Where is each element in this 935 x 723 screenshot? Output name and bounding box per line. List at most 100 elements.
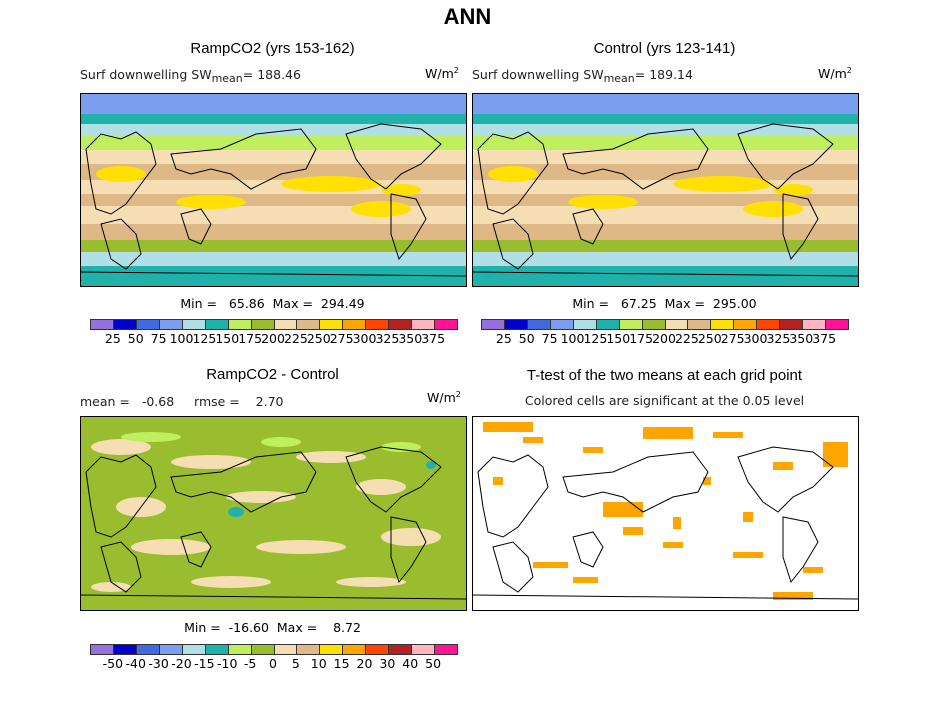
field-band: [473, 150, 858, 164]
colorbar-tick-label: 100: [560, 331, 585, 346]
colorbar-tick-label: 10: [310, 656, 327, 671]
colorbar-tick-label: 300: [352, 331, 377, 346]
significant-cell: [703, 477, 711, 485]
colorbar-box-4: [182, 645, 206, 654]
colorbar-box-13: [389, 645, 413, 654]
colorbar-tick-label: 200: [652, 331, 676, 346]
field-band: [473, 240, 858, 252]
field-band: [473, 224, 858, 240]
colorbar-box-2: [136, 320, 160, 329]
colorbar-tick-label: 25: [495, 331, 512, 346]
field-band: [81, 266, 466, 286]
control-panel-title: Control (yrs 123-141): [593, 40, 736, 57]
colorbar-box-8: [274, 320, 298, 329]
colorbar-tick-label: -15: [194, 656, 215, 671]
colorbar-box-8: [665, 320, 689, 329]
control-colorbar-labels: 25 50 75 100 125 150 175 200 225 250 275 300 325 350 3…: [481, 331, 849, 346]
control-minmax: Min = 67.25 Max = 295.00: [572, 296, 757, 311]
colorbar-box-7: [251, 320, 275, 329]
colorbar-tick-label: 20: [356, 656, 373, 671]
colorbar-box-12: [366, 320, 390, 329]
rampco2-colorbar: [90, 319, 458, 330]
significant-cell: [823, 442, 848, 467]
significant-cell: [603, 502, 643, 517]
field-patch: [773, 184, 813, 196]
field-patch: [121, 432, 181, 442]
field-band: [81, 94, 466, 114]
colorbar-tick-label: 50: [425, 656, 442, 671]
colorbar-box-7: [251, 645, 275, 654]
significant-cell: [773, 462, 793, 470]
ttest-subtitle: Colored cells are significant at the 0.0…: [524, 393, 805, 408]
colorbar-tick-label: 250: [306, 331, 331, 346]
colorbar-tick-label: 300: [743, 331, 768, 346]
colorbar-tick-label: 5: [291, 656, 300, 671]
rampco2-variable-label: Surf downwelling SWmean= 188.46: [80, 67, 301, 85]
colorbar-box-5: [205, 320, 229, 329]
colorbar-box-8: [274, 645, 298, 654]
colorbar-box-15: [435, 320, 457, 329]
colorbar-tick-label: 0: [269, 656, 277, 671]
rampco2-units: W/m2: [425, 66, 459, 81]
colorbar-tick-label: 25: [104, 331, 121, 346]
rampco2-minmax: Min = 65.86 Max = 294.49: [180, 296, 365, 311]
field-band: [81, 252, 466, 266]
significant-cell: [483, 422, 533, 432]
colorbar-box-1: [113, 645, 137, 654]
field-patch: [171, 455, 251, 469]
colorbar-box-6: [619, 320, 643, 329]
field-patch: [356, 479, 406, 495]
coastlines: [473, 123, 858, 277]
significant-cell: [643, 427, 693, 439]
field-patch: [351, 201, 411, 217]
colorbar-tick-label: -50: [102, 656, 124, 671]
colorbar-tick-label: 325: [375, 331, 400, 346]
rampco2-panel-title: RampCO2 (yrs 153-162): [190, 40, 355, 57]
colorbar-tick-label: 275: [720, 331, 745, 346]
control-variable-label: Surf downwelling SWmean= 189.14: [472, 67, 693, 85]
colorbar-box-11: [343, 320, 367, 329]
significant-cell: [803, 567, 823, 573]
field-band: [473, 114, 858, 124]
colorbar-box-12: [366, 645, 390, 654]
colorbar-tick-label: -40: [125, 656, 146, 671]
colorbar-box-15: [435, 645, 457, 654]
difference-units: W/m2: [427, 390, 461, 405]
colorbar-box-3: [159, 645, 183, 654]
colorbar-box-6: [228, 320, 252, 329]
colorbar-tick-label: 200: [261, 331, 285, 346]
colorbar-tick-label: 150: [606, 331, 631, 346]
difference-stats: mean = -0.68 rmse = 2.70: [80, 394, 284, 409]
units-exponent: 2: [846, 66, 852, 75]
colorbar-box-5: [596, 320, 620, 329]
colorbar-box-2: [136, 645, 160, 654]
significant-cell: [713, 432, 743, 438]
field-patch: [743, 201, 803, 217]
difference-panel-title: RampCO2 - Control: [206, 366, 339, 383]
field-patch: [336, 577, 406, 587]
field-patch: [381, 184, 421, 196]
colorbar-box-12: [757, 320, 781, 329]
field-patch: [281, 176, 381, 192]
colorbar-box-9: [297, 645, 321, 654]
colorbar-box-13: [780, 320, 804, 329]
field-patch: [91, 582, 131, 592]
colorbar-box-5: [205, 645, 229, 654]
mean-subscript: mean: [603, 72, 635, 85]
field-patch: [228, 507, 244, 517]
variable-name: Surf downwelling SW: [80, 67, 212, 82]
colorbar-tick-label: 15: [333, 656, 350, 671]
colorbar-box-3: [550, 320, 574, 329]
colorbar-tick-label: 50: [127, 331, 144, 346]
significant-cell: [773, 592, 813, 600]
units-base: W/m: [425, 66, 454, 82]
rampco2-map: [80, 93, 467, 287]
field-band: [81, 224, 466, 240]
field-band: [81, 114, 466, 124]
colorbar-tick-label: 175: [629, 331, 654, 346]
significant-cell: [623, 527, 643, 535]
colorbar-box-10: [320, 320, 344, 329]
colorbar-box-7: [642, 320, 666, 329]
coastlines: [81, 123, 466, 277]
